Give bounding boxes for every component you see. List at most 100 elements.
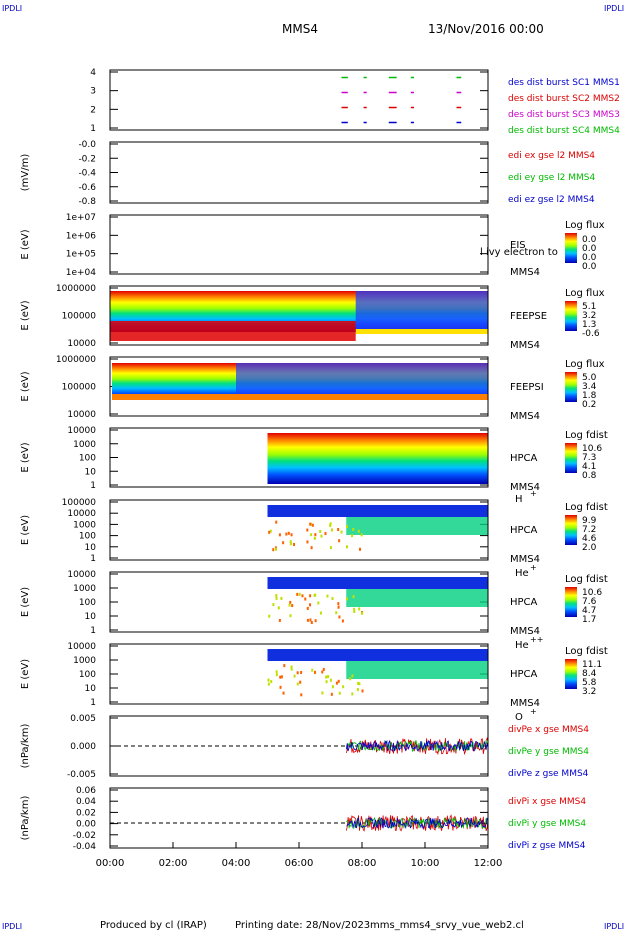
xtick-label-6: 12:00	[474, 858, 503, 869]
hpca-speck	[285, 532, 288, 536]
species-label-hpca_hepp: He	[515, 640, 529, 651]
colorbar-tick-hpca_h-3: 0.8	[582, 471, 597, 481]
hpca-speck	[335, 611, 338, 615]
hpca-speck	[338, 691, 341, 695]
hpca-speck	[327, 675, 330, 679]
ytick-label-burst-2: 2	[90, 105, 96, 115]
series-line-divpe-2	[345, 739, 489, 753]
instrument-label-feepsi: FEEPSI	[510, 382, 544, 393]
ytick-label-hpca_he-0: 100000	[62, 498, 97, 508]
ylabel-eis: E (eV)	[20, 229, 31, 259]
hpca-speck	[313, 593, 316, 597]
spacecraft-label-feepsi: MMS4	[510, 411, 540, 422]
ytick-label-hpca_h-3: 10	[85, 467, 97, 477]
ytick-label-hpca_hepp-0: 10000	[67, 570, 96, 580]
hpca-speck	[337, 679, 340, 683]
hpca-speck	[338, 539, 341, 543]
ytick-label-hpca_o-0: 10000	[67, 642, 96, 652]
colorbar-tick-hpca_h-2: 4.1	[582, 462, 596, 472]
ytick-label-burst-0: 4	[90, 68, 96, 78]
hpca-speck	[356, 688, 359, 692]
colorbar-eis	[565, 233, 577, 263]
hpca-speck	[269, 529, 272, 533]
feepsi-low-flux	[236, 363, 488, 394]
ylabel-hpca_o: E (eV)	[20, 659, 31, 689]
species-label-hpca_he: He	[515, 568, 529, 579]
ytick-label-divpe-0: 0.005	[70, 714, 96, 724]
colorbar-feepsi	[565, 372, 577, 402]
ytick-label-edi-4: -0.8	[78, 197, 96, 207]
spacecraft-label-hpca_o: MMS4	[510, 698, 540, 709]
colorbar-hpca_h	[565, 443, 577, 473]
colorbar-tick-feepse-0: 5.1	[582, 302, 596, 312]
xtick-label-2: 04:00	[222, 858, 251, 869]
legend-divpe-0: divPe x gse MMS4	[508, 725, 589, 735]
panel-burst: 4 3 2 1 des dist burst SC1 MMS1 des dist burs…	[90, 68, 620, 136]
ytick-label-feepsi-0: 1000000	[56, 355, 96, 365]
spacecraft-label-hpca_he: MMS4	[510, 554, 540, 565]
ytick-label-hpca_hepp-4: 1	[90, 626, 96, 636]
hpca-speck	[338, 615, 341, 619]
heatmap-content-hpca_h	[267, 433, 488, 484]
colorbar-hpca_hepp	[565, 587, 577, 617]
panel-frame-divpe	[109, 715, 489, 777]
colorbar-tick-hpca_he-0: 9.9	[582, 516, 597, 526]
colorbar-tick-hpca_o-1: 8.4	[582, 669, 597, 679]
colorbar-tick-feepsi-0: 5.0	[582, 373, 597, 383]
hpca-speck	[275, 670, 278, 674]
ytick-label-edi-2: -0.4	[78, 169, 96, 179]
hpca-speck	[351, 692, 354, 696]
hpca-speck	[309, 618, 312, 622]
legend-edi-1: edi ey gse l2 MMS4	[508, 173, 595, 183]
colorbar-tick-hpca_he-1: 7.2	[582, 525, 596, 535]
hpca-speck	[275, 594, 278, 598]
hpca-speck	[306, 618, 309, 622]
xtick-label-1: 02:00	[159, 858, 188, 869]
ytick-label-hpca_o-1: 1000	[73, 656, 96, 666]
hpca-speck	[340, 530, 343, 534]
species-label-hpca_h: H	[515, 494, 523, 505]
colorbar-tick-hpca_o-0: 11.1	[582, 660, 602, 670]
hpca-speck	[352, 527, 355, 531]
hpca-speck	[335, 681, 338, 685]
panel-divpe: 0.005 0.000 -0.005 (nPa/km) divPe x gse MMS4…	[20, 714, 589, 780]
hpca-speck	[337, 528, 340, 532]
hpca-speck	[275, 520, 278, 524]
colorbar-feepse	[565, 301, 577, 331]
instrument-label-hpca_h: HPCA	[510, 453, 538, 464]
hpca-speck	[346, 545, 349, 549]
colorbar-tick-eis-0: 0.0	[582, 235, 597, 245]
ylabel-divpe: (nPa/km)	[20, 724, 31, 769]
legend-burst-0: des dist burst SC1 MMS1	[508, 78, 620, 88]
hpca-speck	[317, 601, 320, 605]
ytick-label-eis-0: 1e+07	[66, 213, 96, 223]
hpca-speck	[280, 596, 283, 600]
ytick-label-hpca_hepp-2: 100	[79, 598, 96, 608]
colorbar-tick-feepse-1: 3.2	[582, 311, 596, 321]
footer-script: mms_mms4_srvy_vue_web2.cl	[370, 920, 524, 931]
colorbar-tick-hpca_he-3: 2.0	[582, 543, 597, 553]
hpca-speck	[289, 542, 292, 546]
colorbar-tick-hpca_o-3: 3.2	[582, 687, 596, 697]
hpca-speck	[325, 680, 328, 684]
ytick-label-hpca_o-4: 1	[90, 698, 96, 708]
hpca-speck	[325, 675, 328, 679]
xtick-label-4: 08:00	[348, 858, 377, 869]
hpca-speck	[345, 597, 348, 601]
hpca-speck	[314, 533, 317, 537]
hpca-speck	[289, 614, 292, 618]
colorbar-tick-hpca_hepp-0: 10.6	[582, 588, 602, 598]
colorbar-title-eis: Log flux	[565, 220, 605, 231]
ytick-label-edi-1: -0.2	[78, 154, 96, 164]
colorbar-title-feepsi: Log flux	[565, 359, 605, 370]
legend-divpi-1: divPi y gse MMS4	[508, 819, 586, 829]
hpca-speck	[272, 548, 275, 552]
hpca-speck	[357, 529, 360, 533]
spacecraft-label-eis: MMS4	[510, 267, 540, 278]
charge-label-hpca_o: +	[530, 707, 537, 716]
hpca-speck	[293, 542, 296, 546]
hpca-speck	[329, 546, 332, 550]
charge-label-hpca_hepp: ++	[530, 635, 543, 644]
panel-background	[110, 215, 488, 274]
